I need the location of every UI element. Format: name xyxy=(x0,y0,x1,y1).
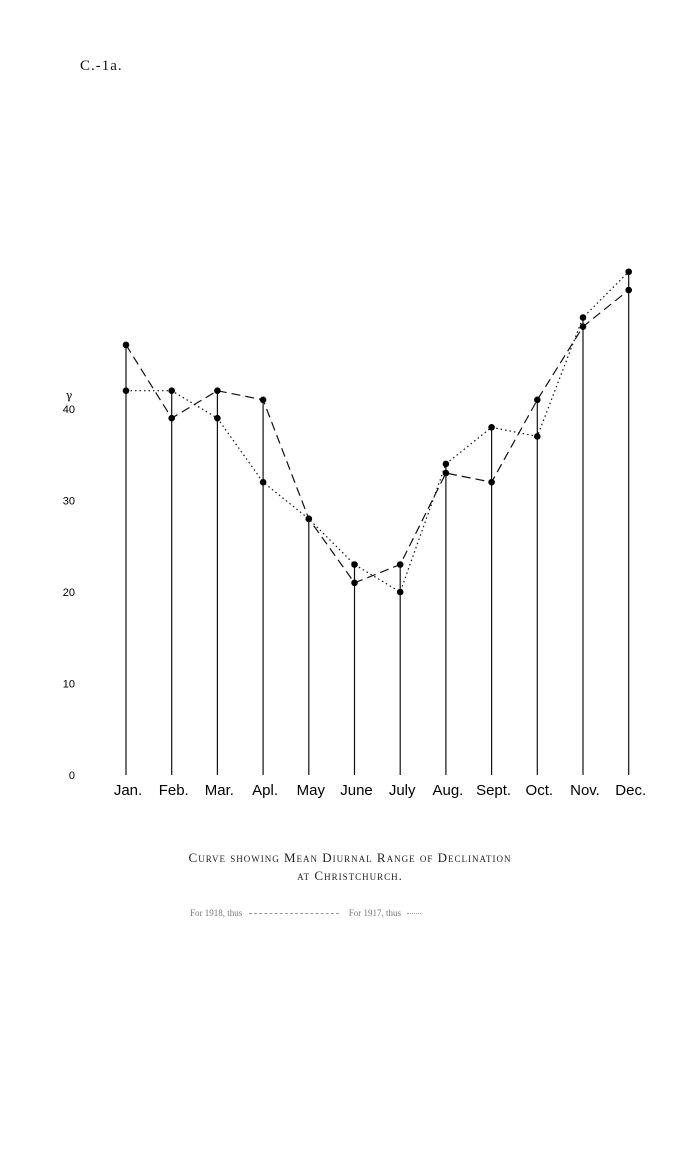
y-unit-symbol: γ xyxy=(66,389,73,402)
data-point xyxy=(351,579,358,587)
declination-range-chart: 0 10 20 30 40 γ Jan. Feb. Mar. Apl. May June July A… xyxy=(63,268,646,799)
data-point xyxy=(534,396,541,404)
data-point xyxy=(305,515,313,523)
x-tick-label: Dec. xyxy=(615,782,646,799)
data-point xyxy=(534,433,541,440)
data-point xyxy=(214,414,221,422)
legend-1917-label: For 1917, thus xyxy=(348,908,402,918)
data-point xyxy=(442,460,450,468)
y-tick-labels: 0 10 20 30 40 xyxy=(63,404,75,782)
y-tick-label: 20 xyxy=(63,587,75,599)
month-stems xyxy=(125,271,630,775)
x-tick-label: Apl. xyxy=(252,782,278,799)
y-tick-label: 10 xyxy=(63,679,75,691)
page-code: C.-1a. xyxy=(80,58,123,74)
x-tick-label: May xyxy=(297,782,326,799)
legend-1918-label: For 1918, thus xyxy=(190,908,243,918)
x-tick-label: Oct. xyxy=(526,782,554,799)
series-line-0 xyxy=(125,289,630,584)
series-line-1 xyxy=(126,271,630,593)
x-tick-label: Aug. xyxy=(432,782,463,799)
data-point xyxy=(168,414,175,422)
data-point xyxy=(396,588,404,596)
data-point xyxy=(259,396,267,404)
data-point xyxy=(625,268,632,276)
data-point xyxy=(488,478,495,486)
data-point xyxy=(442,469,450,477)
series-lines xyxy=(125,271,630,593)
x-tick-label: June xyxy=(340,782,373,799)
y-tick-label: 30 xyxy=(63,496,75,508)
data-point xyxy=(579,314,587,321)
x-tick-label: Feb. xyxy=(159,782,189,799)
chart-title: Curve showing Mean Diurnal Range of Decl… xyxy=(188,850,512,865)
data-point xyxy=(214,387,221,395)
x-tick-label: Jan. xyxy=(114,782,142,799)
y-tick-label: 0 xyxy=(69,770,75,782)
x-tick-label: Nov. xyxy=(570,782,600,799)
legend-1917-swatch xyxy=(407,913,422,915)
data-point xyxy=(396,561,404,568)
x-tick-labels: Jan. Feb. Mar. Apl. May June July Aug. Sept. Oct.… xyxy=(114,782,646,799)
data-point xyxy=(351,561,358,568)
x-tick-label: Mar. xyxy=(205,782,234,799)
data-point xyxy=(122,387,130,395)
y-tick-label: 40 xyxy=(63,404,75,416)
data-point xyxy=(259,478,267,486)
x-tick-label: Sept. xyxy=(476,782,511,799)
legend: For 1918, thus For 1917, thus xyxy=(190,908,429,918)
chart-subtitle: at Christchurch. xyxy=(297,868,403,883)
data-point xyxy=(122,341,130,349)
data-point xyxy=(625,286,632,294)
data-points xyxy=(122,268,632,596)
data-point xyxy=(168,387,175,395)
x-tick-label: July xyxy=(389,782,416,799)
data-point xyxy=(579,323,587,330)
data-point xyxy=(488,424,495,431)
legend-1918-swatch xyxy=(248,913,339,915)
